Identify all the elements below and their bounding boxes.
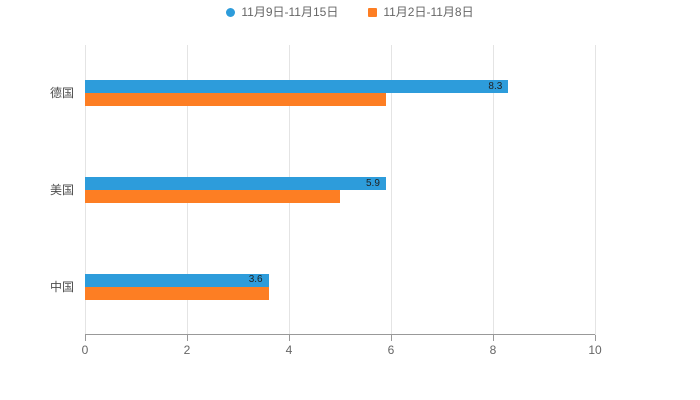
bar-11月9日-11月15日-德国 <box>85 80 509 94</box>
x-axis-line <box>85 334 595 335</box>
x-axis-tick <box>595 335 596 341</box>
x-tick-label: 0 <box>81 343 89 357</box>
value-label: 5.9 <box>365 177 380 189</box>
x-tick-label: 4 <box>285 343 293 357</box>
category-label: 德国 <box>49 86 74 101</box>
legend-square-icon <box>368 7 378 17</box>
x-tick-label: 8 <box>489 343 497 357</box>
x-axis-tick <box>85 335 86 341</box>
gridline <box>595 45 596 335</box>
legend-circle-icon <box>226 7 236 17</box>
x-axis-tick <box>187 335 188 341</box>
x-tick-label: 6 <box>387 343 395 357</box>
legend: 11月9日-11月15日 11月2日-11月8日 <box>0 6 700 18</box>
bar-11月2日-11月8日-中国 <box>85 286 269 300</box>
legend-label: 11月9日-11月15日 <box>241 5 339 19</box>
legend-label: 11月2日-11月8日 <box>383 5 474 19</box>
bar-11月9日-11月15日-中国 <box>85 273 269 287</box>
legend-item-week-nov2-8[interactable]: 11月2日-11月8日 <box>368 5 474 19</box>
bar-11月2日-11月8日-德国 <box>85 93 386 107</box>
value-label: 3.6 <box>248 274 263 286</box>
category-label: 中国 <box>49 279 74 294</box>
x-axis-tick <box>493 335 494 341</box>
legend-item-week-nov9-15[interactable]: 11月9日-11月15日 <box>226 6 338 18</box>
x-axis-tick <box>391 335 392 341</box>
x-tick-label: 10 <box>588 343 602 357</box>
x-axis-tick <box>289 335 290 341</box>
bar-11月9日-11月15日-美国 <box>85 177 386 190</box>
x-tick-label: 2 <box>183 343 191 357</box>
plot-area: 0 2 4 6 8 10 8.3 5.9 3.6 <box>82 45 602 357</box>
gridline <box>493 45 494 335</box>
bar-11月2日-11月8日-美国 <box>85 190 340 203</box>
category-label: 美国 <box>49 183 74 197</box>
value-label: 8.3 <box>488 80 503 92</box>
gridline <box>391 45 392 335</box>
